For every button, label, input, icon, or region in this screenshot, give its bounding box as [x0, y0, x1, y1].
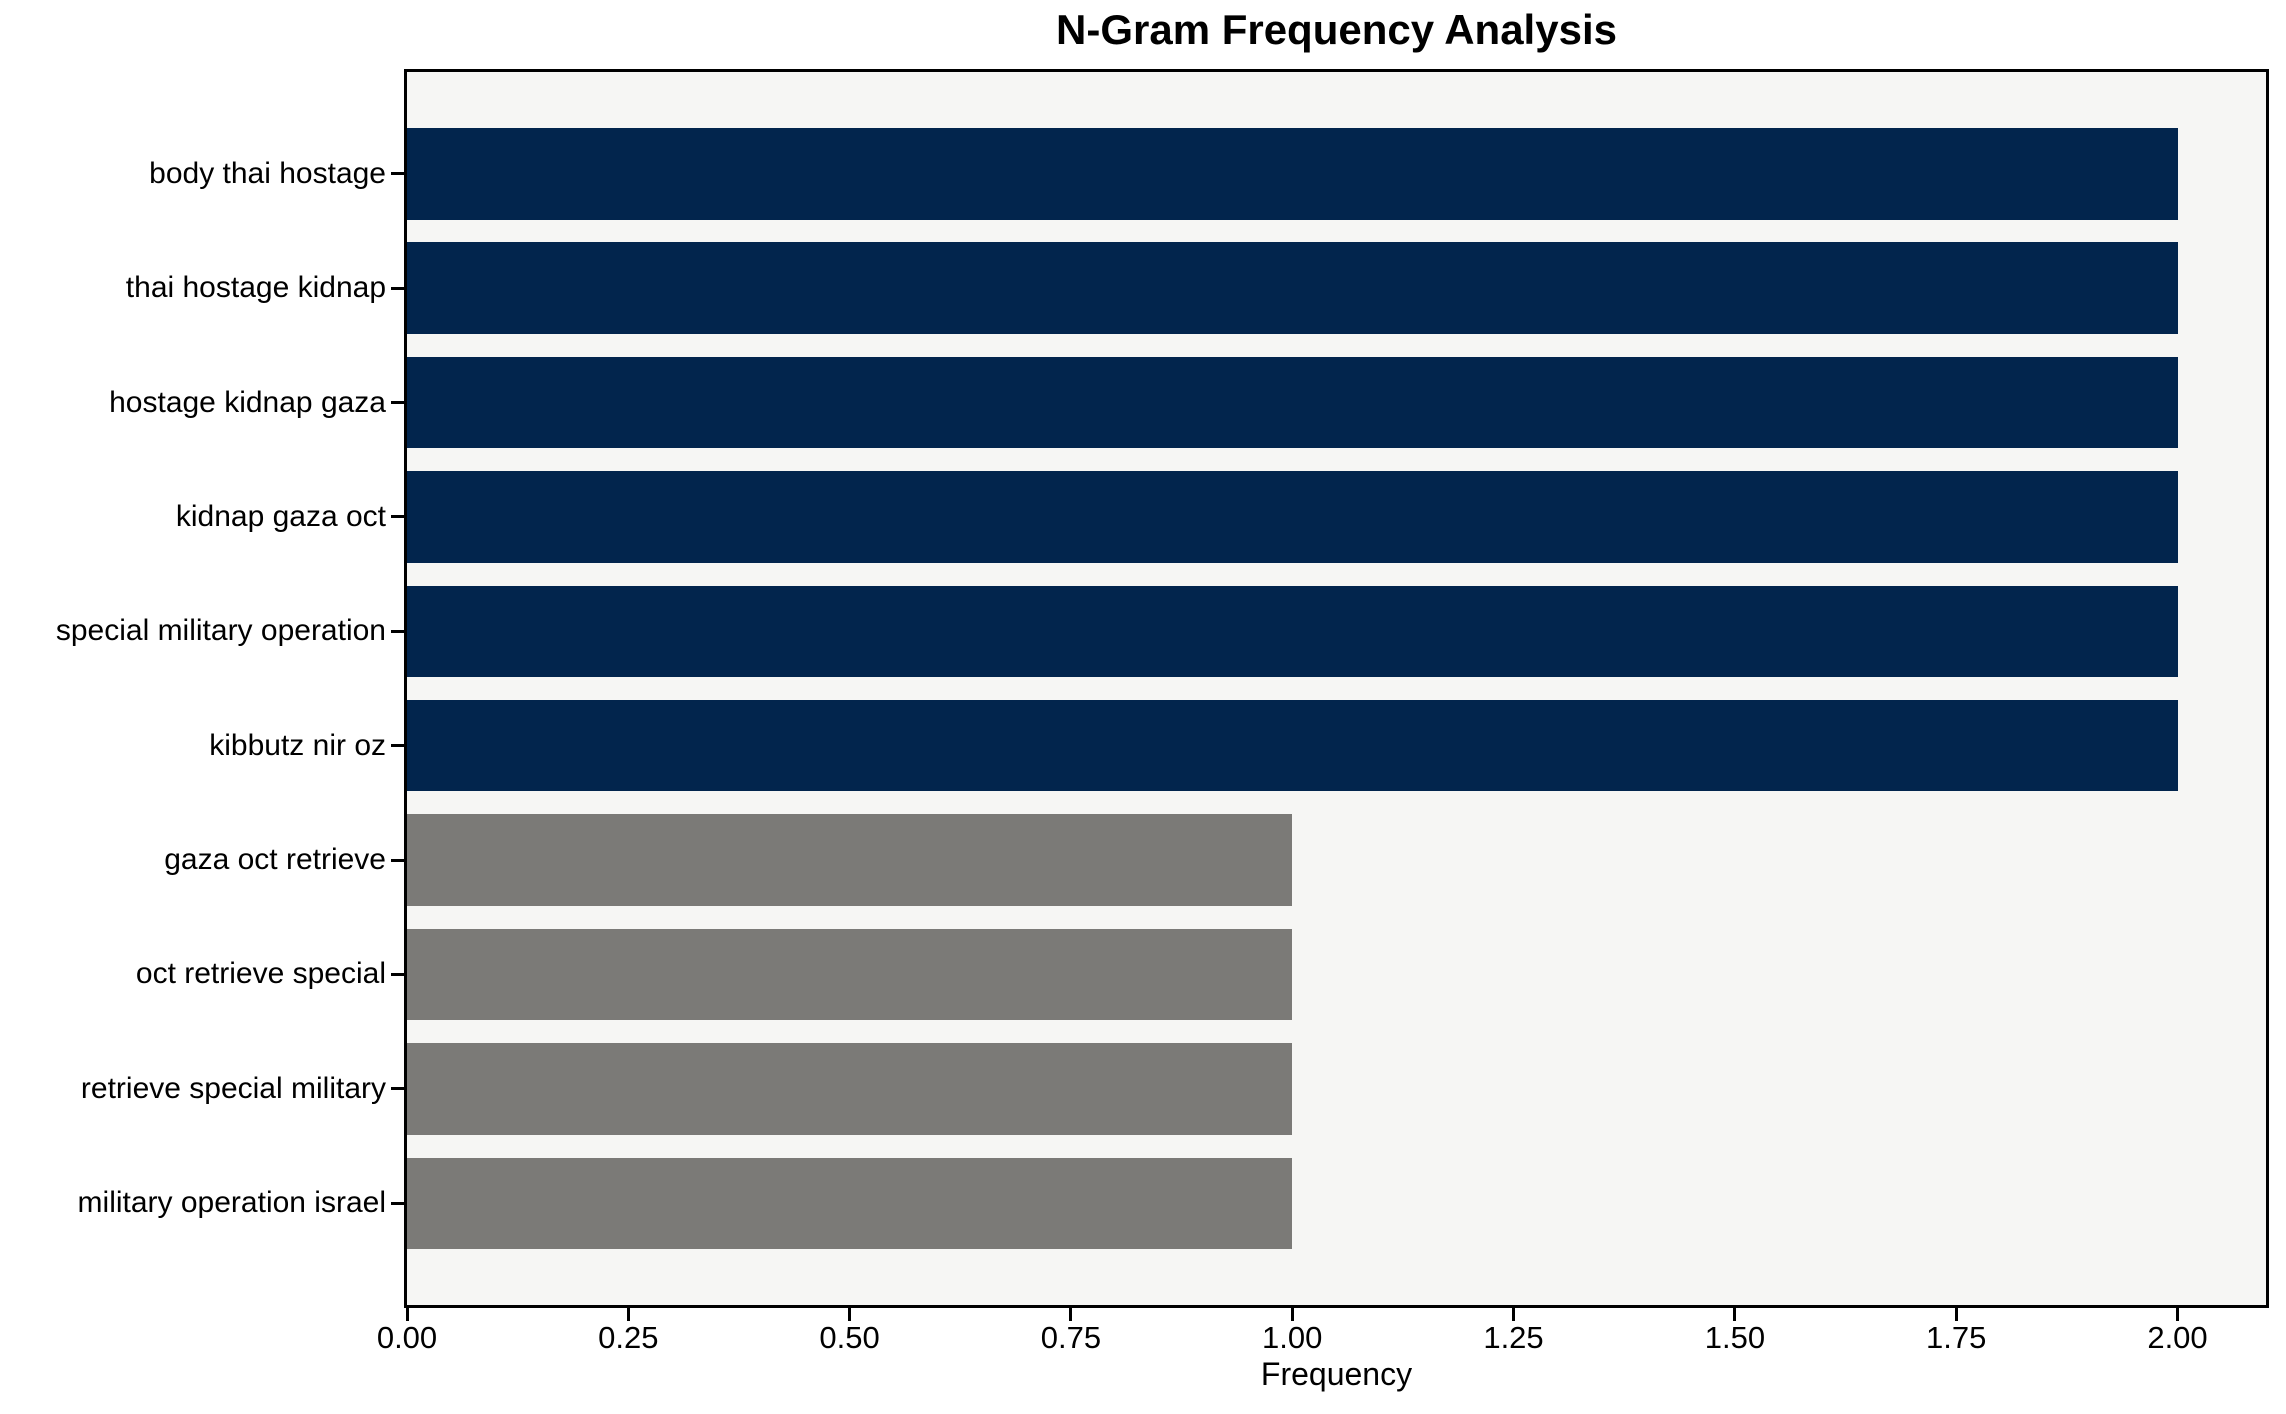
x-tick-label: 2.00: [2147, 1320, 2208, 1355]
bar: [407, 814, 1293, 906]
x-tick-label: 0.00: [376, 1320, 438, 1355]
y-tick: [391, 629, 404, 633]
x-tick-label: 0.25: [598, 1320, 659, 1355]
bar: [407, 699, 2178, 792]
y-tick-label: military operation israel: [77, 1186, 386, 1220]
y-tick: [391, 1201, 404, 1205]
y-tick: [391, 744, 404, 748]
y-tick: [391, 858, 404, 862]
y-tick-label: oct retrieve special: [135, 957, 386, 991]
x-tick: [1290, 1308, 1294, 1321]
y-tick-label: special military operation: [55, 614, 386, 648]
y-tick: [391, 401, 404, 405]
y-tick: [391, 972, 404, 976]
y-tick: [391, 172, 404, 176]
y-tick-label: thai hostage kidnap: [125, 271, 386, 305]
y-tick-label: body thai hostage: [149, 156, 386, 190]
x-tick: [848, 1308, 852, 1321]
bar: [407, 928, 1293, 1021]
x-tick: [1512, 1308, 1515, 1321]
y-tick-label: hostage kidnap gaza: [109, 385, 386, 419]
bar: [407, 1157, 1293, 1249]
x-tick-label: 1.75: [1926, 1320, 1987, 1355]
x-tick: [2176, 1308, 2179, 1321]
x-tick-label: 0.50: [819, 1320, 880, 1355]
x-tick: [1069, 1308, 1073, 1321]
x-tick-label: 1.25: [1483, 1320, 1544, 1355]
x-tick-label: 1.50: [1704, 1320, 1766, 1355]
x-tick: [1954, 1308, 1958, 1321]
x-axis-label: Frequency: [1260, 1356, 1413, 1392]
bar: [407, 356, 2178, 449]
y-tick-label: kidnap gaza oct: [175, 499, 386, 533]
bar: [407, 128, 2178, 220]
y-tick: [391, 515, 404, 519]
x-tick: [1733, 1308, 1737, 1321]
x-tick-label: 0.75: [1040, 1320, 1102, 1355]
chart-title: N-Gram Frequency Analysis: [1056, 6, 1617, 53]
bar: [407, 242, 2178, 334]
x-tick: [405, 1308, 409, 1321]
x-tick: [626, 1308, 630, 1321]
y-tick-label: gaza oct retrieve: [164, 843, 386, 877]
bar: [407, 471, 2178, 563]
bar: [407, 585, 2178, 678]
bar: [407, 1043, 1293, 1135]
y-tick-label: retrieve special military: [80, 1071, 386, 1105]
x-tick-label: 1.00: [1262, 1320, 1323, 1355]
y-tick: [391, 1087, 404, 1091]
y-tick-label: kibbutz nir oz: [209, 728, 386, 762]
y-tick: [391, 286, 404, 290]
